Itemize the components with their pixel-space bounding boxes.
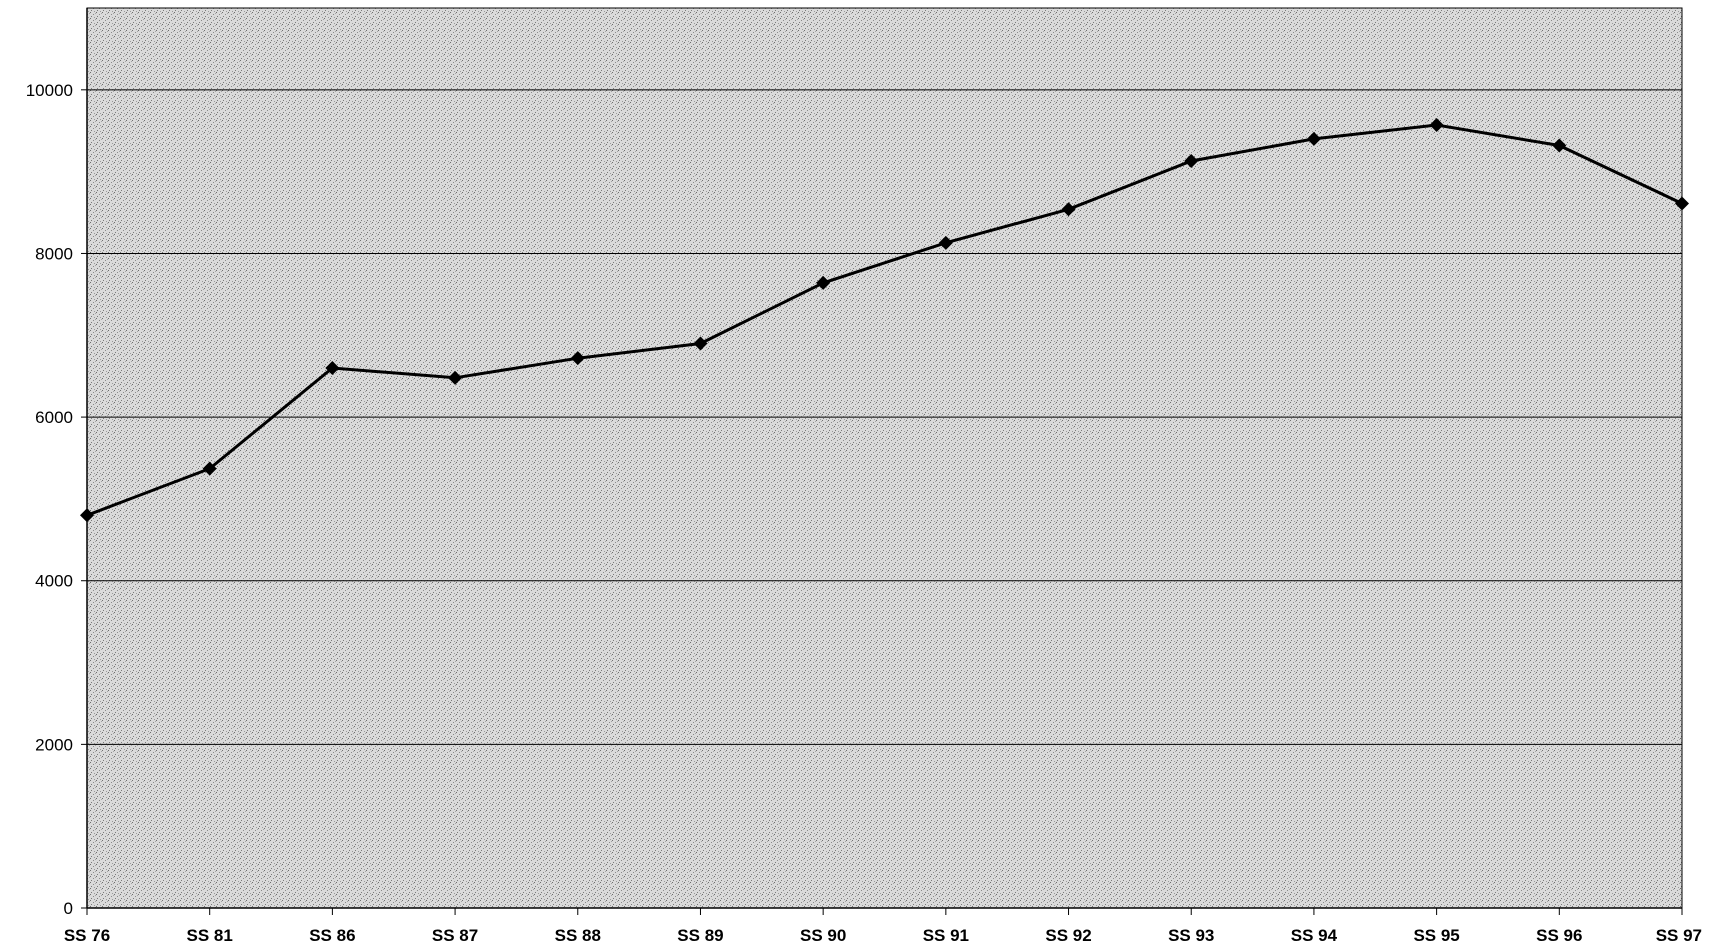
x-tick-label: SS 86 (309, 926, 355, 945)
data-point-ss-88 (570, 351, 585, 366)
x-tick-label: SS 94 (1291, 926, 1338, 945)
y-tick-label: 8000 (35, 244, 73, 263)
x-tick-label: SS 95 (1413, 926, 1459, 945)
plot-area (86, 7, 1683, 909)
data-point-ss-81 (202, 461, 217, 476)
x-tick-label: SS 87 (432, 926, 478, 945)
data-points (80, 118, 1689, 523)
data-point-ss-89 (693, 336, 708, 351)
data-point-ss-92 (1061, 202, 1076, 217)
data-point-ss-97 (1675, 196, 1689, 211)
gridlines (87, 89, 1682, 745)
y-tick-label: 4000 (35, 572, 73, 591)
x-tick-label: SS 96 (1536, 926, 1582, 945)
x-tick-label: SS 89 (677, 926, 723, 945)
data-point-ss-90 (816, 275, 831, 290)
data-point-ss-94 (1306, 131, 1321, 146)
y-tick-label: 2000 (35, 735, 73, 754)
x-tick-label: SS 90 (800, 926, 846, 945)
data-point-ss-86 (325, 361, 340, 375)
x-tick-label: SS 92 (1045, 926, 1091, 945)
x-axis-ticks: SS 76 SS 81 SS 86 SS 87 SS 88 SS 89 SS 90 SS 91… (64, 908, 1702, 945)
x-tick-label: SS 91 (923, 926, 969, 945)
data-point-ss-76 (80, 508, 94, 523)
y-axis-ticks: 0 2000 4000 6000 8000 10000 (26, 81, 87, 918)
x-tick-label: SS 76 (64, 926, 110, 945)
y-tick-label: 10000 (26, 81, 73, 100)
data-point-ss-87 (448, 370, 463, 385)
x-tick-label: SS 81 (187, 926, 233, 945)
series-line (86, 123, 1683, 517)
data-point-ss-91 (938, 235, 953, 250)
axes (86, 8, 1682, 909)
data-point-ss-95 (1429, 118, 1444, 132)
y-tick-label: 0 (64, 899, 73, 918)
x-tick-label: SS 97 (1656, 926, 1702, 945)
x-tick-label: SS 93 (1168, 926, 1214, 945)
data-point-ss-96 (1552, 138, 1567, 153)
x-tick-label: SS 88 (555, 926, 601, 945)
y-tick-label: 6000 (35, 408, 73, 427)
data-point-ss-93 (1184, 154, 1199, 168)
